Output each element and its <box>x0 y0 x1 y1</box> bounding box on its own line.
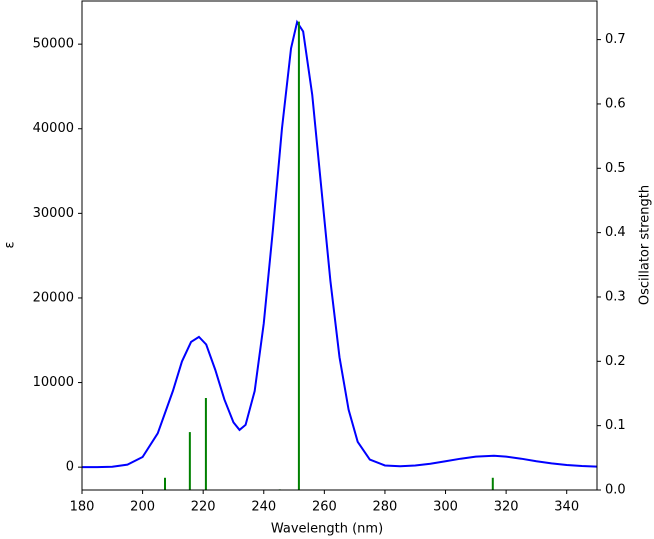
x-tick-label: 300 <box>433 500 458 515</box>
x-tick-label: 280 <box>373 500 398 515</box>
y-tick-label: 0 <box>66 460 74 475</box>
y-tick-label: 20000 <box>33 290 74 305</box>
x-tick-label: 320 <box>494 500 519 515</box>
x-tick-label: 260 <box>312 500 337 515</box>
y-axis-label: ε <box>3 241 18 248</box>
y-tick-label: 30000 <box>33 206 74 221</box>
x-tick-label: 240 <box>251 500 276 515</box>
y2-tick-label: 0.5 <box>605 161 626 176</box>
y-tick-label: 40000 <box>33 121 74 136</box>
plot-frame <box>81 0 598 491</box>
x-tick-label: 180 <box>70 500 95 515</box>
y2-tick-label: 0.3 <box>605 289 626 304</box>
y2-tick-label: 0.2 <box>605 354 626 369</box>
x-tick-label: 200 <box>130 500 155 515</box>
y2-tick-label: 0.7 <box>605 32 626 47</box>
y2-tick-label: 0.6 <box>605 96 626 111</box>
x-axis-label: Wavelength (nm) <box>271 522 383 537</box>
y-tick-label: 50000 <box>33 37 74 52</box>
y2-axis-label: Oscillator strength <box>638 185 653 305</box>
y2-tick-label: 0.0 <box>605 483 626 498</box>
x-tick-label: 220 <box>191 500 216 515</box>
y-tick-label: 10000 <box>33 375 74 390</box>
y2-tick-label: 0.4 <box>605 225 626 240</box>
y2-tick-label: 0.1 <box>605 418 626 433</box>
x-tick-label: 340 <box>554 500 579 515</box>
spectrum-line <box>81 19 598 469</box>
